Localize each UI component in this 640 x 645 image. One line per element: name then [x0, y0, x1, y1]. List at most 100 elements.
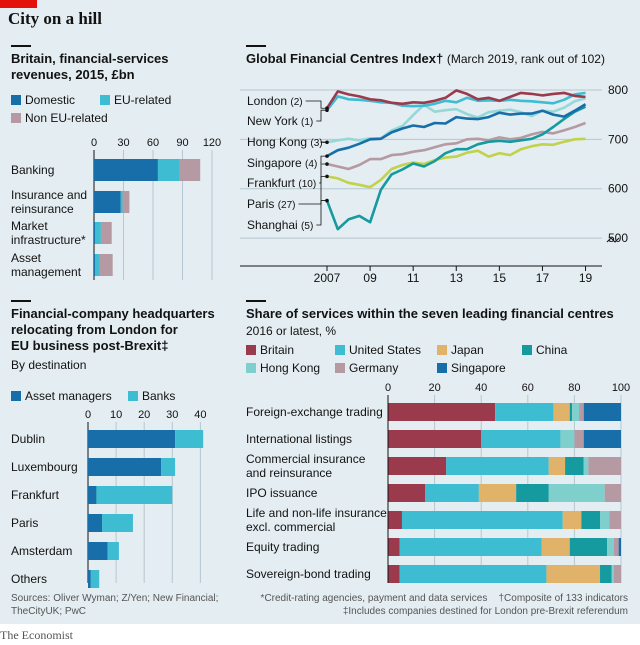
legend-swatch-eu-related	[100, 95, 110, 105]
bar-segment	[588, 457, 621, 475]
tick-label-30: 30	[117, 137, 129, 149]
bar-segment	[161, 458, 176, 476]
tick-label-60: 60	[522, 382, 534, 394]
category-label: and reinsurance	[246, 466, 332, 480]
main-title: City on a hill	[8, 9, 102, 28]
series-name: New York	[247, 114, 301, 128]
panel1-title: Britain, financial-services revenues, 20…	[11, 51, 169, 83]
legend-swatch-germany	[335, 363, 345, 373]
bar-segment	[90, 570, 100, 588]
tick-label-40: 40	[194, 409, 206, 421]
bar-segment	[583, 403, 621, 421]
bar-segment	[569, 538, 608, 556]
panel3-rule	[11, 300, 31, 302]
leader-dot	[325, 198, 329, 203]
category-label: IPO issuance	[246, 486, 318, 500]
footnote-brexit: ‡Includes companies destined for London …	[342, 606, 628, 617]
panel3-title: Financial-company headquarters relocatin…	[11, 306, 215, 354]
sources-note: Sources: Oliver Wyman; Z/Yen; New Financ…	[11, 593, 219, 617]
bar-segment	[102, 514, 133, 532]
category-label: management	[11, 265, 82, 279]
category-label: Foreign-exchange trading	[246, 405, 383, 419]
series-label-london: London (2)	[247, 94, 303, 108]
bar-segment	[541, 538, 570, 556]
bar-segment	[88, 514, 103, 532]
bar-segment	[607, 538, 615, 556]
series-name: Singapore	[247, 156, 305, 170]
bar-segment	[388, 565, 400, 583]
bar-segment	[94, 159, 158, 181]
series-rank: (3)	[310, 138, 322, 149]
bar-segment	[120, 191, 123, 213]
x-tick-label-11: 11	[407, 271, 420, 285]
legend-label-non-eu-related: Non EU-related	[25, 111, 108, 125]
legend-swatch-china	[522, 345, 532, 355]
legend-swatch-japan	[437, 345, 447, 355]
tick-label-10: 10	[110, 409, 122, 421]
panel3-subtitle: By destination	[11, 358, 87, 372]
bar-segment	[88, 570, 91, 588]
x-tick-label-15: 15	[493, 271, 507, 285]
panel3-title-line2: relocating from London for	[11, 322, 178, 337]
bar-segment	[618, 538, 621, 556]
bar-segment	[565, 457, 584, 475]
legend-label-germany: Germany	[349, 361, 398, 375]
bar-segment	[425, 484, 479, 502]
footnote-composite: †Composite of 133 indicators	[498, 593, 628, 604]
leader-line	[316, 200, 327, 226]
series-rank: (1)	[301, 117, 313, 128]
bar-segment	[611, 565, 615, 583]
tick-label-20: 20	[138, 409, 150, 421]
panel1-title-line1: Britain, financial-services	[11, 51, 169, 66]
category-label: Commercial insurance	[246, 452, 366, 466]
series-line-hong-kong	[326, 97, 586, 144]
category-label-dublin: Dublin	[11, 432, 45, 446]
bar-segment	[546, 565, 601, 583]
bar-segment	[401, 511, 563, 529]
leader-dot	[325, 174, 329, 179]
bar-segment	[478, 484, 517, 502]
legend-label-singapore: Singapore	[451, 361, 506, 375]
bar-segment	[562, 511, 582, 529]
bar-segment	[388, 484, 426, 502]
leader-dot	[325, 154, 329, 158]
tick-label-100: 100	[612, 382, 630, 394]
footnote-credit: *Credit-rating agencies, payment and dat…	[260, 593, 488, 604]
relocation-chart: Asset managers Banks 0 10 20 30 40 Dublin Luxemb…	[11, 389, 207, 588]
y-tick-label-500: 500	[608, 231, 628, 245]
tick-label-0: 0	[85, 409, 91, 421]
bar-segment	[88, 542, 108, 560]
bar-segment	[548, 457, 566, 475]
panel3-title-line3: EU business post-Brexit‡	[11, 338, 169, 353]
series-label-new-york: New York (1)	[247, 114, 313, 128]
leader-line	[298, 175, 327, 205]
series-rank: (2)	[290, 97, 302, 108]
bar-segment	[388, 457, 447, 475]
legend-swatch-asset-managers	[11, 391, 21, 401]
leader-line	[319, 163, 327, 184]
revenues-chart: Domestic EU-related Non EU-related 0 30 60 90 1…	[11, 93, 221, 280]
bar-segment	[572, 403, 580, 421]
bar-segment	[100, 222, 112, 244]
bar-segment	[88, 486, 97, 504]
tick-label-0: 0	[385, 382, 391, 394]
footer-strip	[0, 624, 640, 645]
legend-swatch-banks	[128, 391, 138, 401]
share-chart: Britain United States Japan China Hong Kong G…	[246, 343, 630, 583]
x-tick-label-13: 13	[450, 271, 464, 285]
bar-segment	[107, 542, 119, 560]
bar-segment	[583, 457, 589, 475]
bar-segment	[96, 486, 173, 504]
bar-segment	[99, 254, 113, 276]
series-line-new-york	[325, 91, 586, 112]
legend-label-china: China	[536, 343, 568, 357]
series-name: Shanghai	[247, 218, 301, 232]
legend-swatch-singapore	[437, 363, 447, 373]
leader-line	[316, 109, 327, 122]
series-label-shanghai: Shanghai (5)	[247, 218, 313, 232]
tick-label-120: 120	[203, 137, 221, 149]
series-label-hong-kong: Hong Kong (3)	[247, 135, 323, 149]
legend-swatch-hong-kong	[246, 363, 256, 373]
bar-segment	[94, 222, 95, 244]
category-label: Equity trading	[246, 540, 319, 554]
